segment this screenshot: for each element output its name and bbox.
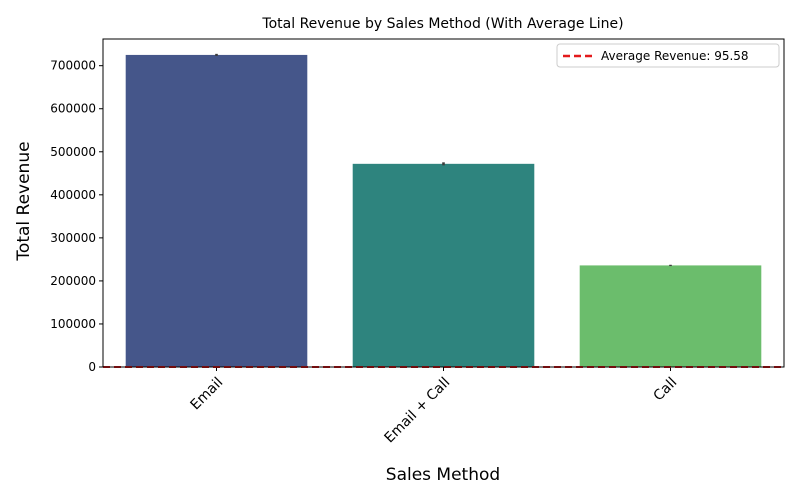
y-tick-label: 100000 [50,317,96,331]
bar [579,265,762,367]
y-tick-label: 300000 [50,231,96,245]
bar [352,163,535,367]
x-tick-label: Email [188,375,227,414]
x-tick-label: Email + Call [381,375,453,447]
legend-average-label: Average Revenue: 95.58 [601,49,749,63]
y-tick-label: 200000 [50,274,96,288]
bar [125,54,308,367]
y-tick-label: 0 [88,360,96,374]
x-tick-label: Call [651,375,681,405]
y-tick-label: 500000 [50,145,96,159]
y-tick-label: 400000 [50,188,96,202]
y-tick-label: 600000 [50,102,96,116]
plot-area: Email Email + Call Call 0 100000 200000 300000… [50,38,785,447]
legend-frame [556,43,780,68]
legend: Average Revenue: 95.58 [556,43,780,68]
chart-title: Total Revenue by Sales Method (With Aver… [261,16,623,32]
plot-frame [102,38,785,368]
y-axis-title: Total Revenue [14,141,34,261]
y-tick-label: 700000 [50,59,96,73]
x-axis-title: Sales Method [386,465,500,485]
